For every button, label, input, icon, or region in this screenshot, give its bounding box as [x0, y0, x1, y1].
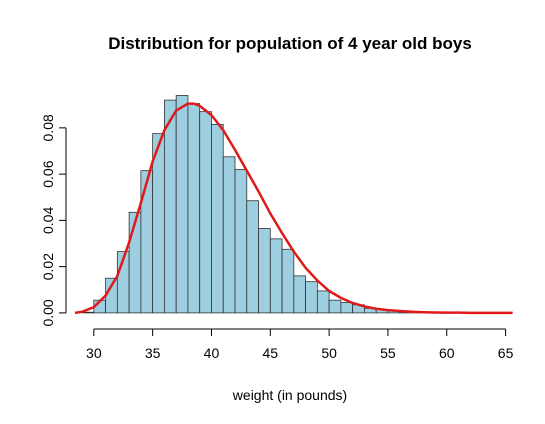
y-axis: 0.00 0.02 0.04 0.06 0.08: [40, 114, 67, 327]
x-tick-label: 65: [498, 345, 514, 361]
histogram-bar: [293, 275, 306, 314]
y-tick-label: 0.02: [40, 253, 56, 280]
y-tick-label: 0.00: [40, 299, 56, 326]
x-axis-label: weight (in pounds): [232, 387, 347, 403]
histogram-bar: [187, 103, 201, 314]
x-tick-label: 60: [439, 345, 455, 361]
histogram-bar: [328, 299, 342, 314]
histogram-bar: [211, 123, 224, 314]
histogram-bar: [152, 133, 165, 314]
histogram-bar: [340, 302, 354, 314]
histogram-bar: [199, 111, 212, 314]
histogram-bar: [246, 200, 259, 314]
y-tick-label: 0.08: [40, 114, 56, 141]
chart-title: Distribution for population of 4 year ol…: [108, 34, 472, 53]
histogram-bar: [269, 238, 283, 314]
histogram-bar: [305, 281, 318, 314]
x-tick-label: 50: [321, 345, 337, 361]
histogram-bar: [281, 248, 295, 314]
density-curve: [74, 102, 513, 315]
histogram-bar: [222, 156, 236, 314]
histogram-bar: [316, 290, 330, 314]
bars-group: [81, 95, 459, 314]
histogram-bar: [258, 228, 271, 314]
x-tick-label: 35: [145, 345, 161, 361]
histogram-bar: [164, 99, 177, 314]
y-tick-label: 0.06: [40, 160, 56, 187]
histogram-bar: [140, 170, 154, 314]
histogram-bar: [234, 169, 248, 314]
x-axis: 30 35 40 45 50 55 60 65: [86, 328, 514, 361]
x-tick-label: 45: [263, 345, 279, 361]
x-tick-label: 55: [380, 345, 396, 361]
histogram-bar: [175, 95, 189, 314]
y-tick-label: 0.04: [40, 207, 56, 234]
histogram-bar: [128, 211, 142, 314]
x-tick-label: 40: [204, 345, 220, 361]
x-tick-label: 30: [86, 345, 102, 361]
